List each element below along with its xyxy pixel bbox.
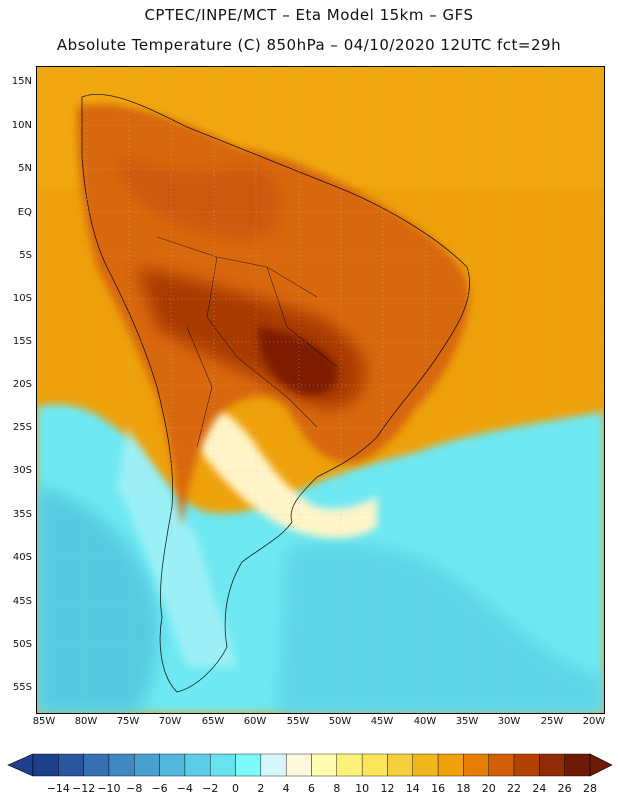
chart-title-line2: Absolute Temperature (C) 850hPa – 04/10/… [56, 36, 562, 54]
colorbar-cell [32, 753, 59, 777]
temperature-map [37, 67, 604, 713]
colorbar-tick-label: −4 [176, 782, 194, 795]
colorbar-tick-label: 20 [481, 782, 496, 795]
lon-label: 80W [74, 716, 98, 727]
colorbar-arrow-high [589, 753, 613, 777]
colorbar-cell [260, 753, 287, 777]
lat-label: 55S [12, 682, 32, 693]
lon-label: 55W [286, 716, 310, 727]
colorbar-cell [564, 753, 591, 777]
colorbar-cell [463, 753, 489, 777]
colorbar [7, 753, 613, 777]
colorbar-cell [159, 753, 186, 777]
colorbar-tick-label: 22 [507, 782, 522, 795]
lat-label: 20S [12, 379, 32, 390]
colorbar-cell [336, 753, 363, 777]
colorbar-cell [184, 753, 211, 777]
lat-label: 50S [12, 639, 32, 650]
colorbar-cell [539, 753, 565, 777]
colorbar-tick-label: −2 [202, 782, 219, 795]
colorbar-tick-label: 14 [405, 782, 420, 795]
colorbar-cell [387, 753, 413, 777]
colorbar-cell [361, 753, 388, 777]
colorbar-cell [513, 753, 540, 777]
colorbar-tick-label: 16 [431, 782, 446, 795]
colorbar-tick-label: 6 [308, 782, 315, 795]
colorbar-tick-label: −12 [72, 782, 96, 795]
lat-label: 5S [19, 250, 32, 261]
lat-label: 10S [12, 293, 32, 304]
lon-label: 70W [158, 716, 182, 727]
colorbar-tick-label: 0 [232, 782, 240, 795]
colorbar-cell [235, 753, 262, 777]
lat-label: 30S [12, 465, 32, 476]
colorbar-tick-label: −14 [46, 782, 70, 795]
colorbar-cell [437, 753, 464, 777]
colorbar-tick-label: 2 [257, 782, 265, 795]
lat-label: 15S [12, 336, 32, 347]
lat-label: 10N [11, 120, 32, 131]
colorbar-cell [58, 753, 84, 777]
colorbar-tick-label: 18 [456, 782, 471, 795]
lat-label: 15N [11, 76, 32, 87]
colorbar-arrow-low [7, 753, 34, 777]
colorbar-tick-label: 24 [532, 782, 547, 795]
colorbar-tick-label: 4 [282, 782, 290, 795]
colorbar-tick-label: −8 [126, 782, 143, 795]
lat-label: 40S [12, 552, 32, 563]
colorbar-tick-label: 12 [380, 782, 395, 795]
lon-label: 85W [32, 716, 56, 727]
lon-label: 25W [540, 716, 564, 727]
colorbar-cell [412, 753, 439, 777]
colorbar-cell [488, 753, 515, 777]
lon-label: 65W [201, 716, 225, 727]
chart-title-line1: CPTEC/INPE/MCT – Eta Model 15km – GFS [144, 6, 474, 24]
lon-label: 75W [116, 716, 140, 727]
lat-label: 35S [12, 509, 32, 520]
colorbar-cell [83, 753, 110, 777]
colorbar-cell [311, 753, 338, 777]
colorbar-cell [210, 753, 236, 777]
lon-label: 40W [413, 716, 437, 727]
colorbar-cell [285, 753, 312, 777]
colorbar-tick-label: 26 [557, 782, 572, 795]
lat-label: 25S [12, 422, 32, 433]
colorbar-tick-label: 10 [355, 782, 370, 795]
lon-label: 35W [455, 716, 479, 727]
lon-label: 60W [243, 716, 267, 727]
map-panel [36, 66, 605, 714]
lat-label: EQ [17, 207, 32, 218]
lon-label: 30W [497, 716, 521, 727]
colorbar-tick-label: −10 [97, 782, 121, 795]
colorbar-tick-label: 8 [333, 782, 341, 795]
lon-label: 50W [328, 716, 352, 727]
lon-label: 20W [582, 716, 606, 727]
lat-label: 5N [18, 163, 32, 174]
colorbar-tick-label: 28 [583, 782, 597, 795]
colorbar-cell [108, 753, 135, 777]
colorbar-tick-label: −6 [151, 782, 168, 795]
colorbar-cell [134, 753, 160, 777]
lon-label: 45W [370, 716, 394, 727]
lat-label: 45S [12, 596, 32, 607]
